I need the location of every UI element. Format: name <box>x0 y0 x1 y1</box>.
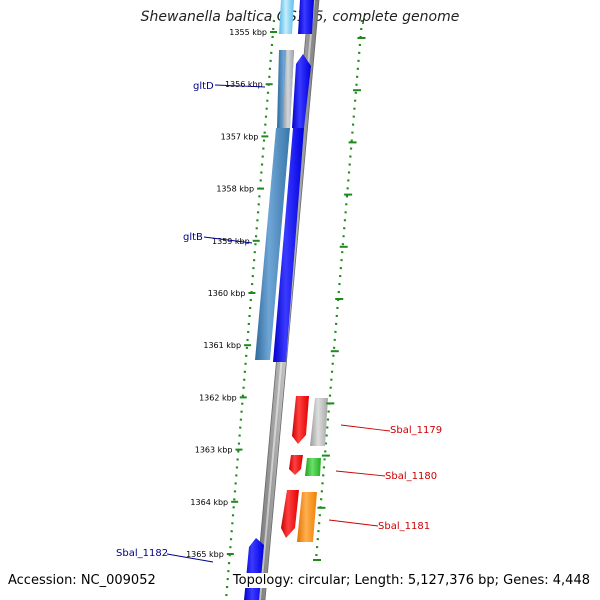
cds-feature-sbal1179-red <box>292 396 309 444</box>
genome-summary: Topology: circular; Length: 5,127,376 bp… <box>232 573 590 588</box>
cds-feature-sbal1181-orange <box>297 492 317 542</box>
cds-feature-gltB-steel <box>255 128 290 360</box>
cds-feature-top-light <box>279 0 294 34</box>
forward-gene-labels: gltD gltB Sbal_1182 <box>116 81 266 563</box>
tick-label: 1364 kbp <box>190 498 228 507</box>
gene-label-sbal1182: Sbal_1182 <box>116 548 168 559</box>
cds-feature-sbal1179-grey <box>310 398 328 446</box>
tick-label: 1359 kbp <box>212 237 250 246</box>
tick-label: 1357 kbp <box>221 132 259 141</box>
cds-feature-gltD-grey <box>283 50 294 128</box>
tick-label: 1358 kbp <box>216 185 254 194</box>
cds-feature-gltD-blue <box>292 54 311 128</box>
tick-label: 1360 kbp <box>208 289 246 298</box>
gene-label-gltD: gltD <box>193 81 214 92</box>
tick-label: 1365 kbp <box>186 550 224 559</box>
tick-label: 1361 kbp <box>203 341 241 350</box>
outer-guide-ring <box>314 19 364 561</box>
cds-feature-top-blue <box>298 0 314 34</box>
gene-label-sbal1179: Sbal_1179 <box>390 425 442 436</box>
tick-label: 1363 kbp <box>195 446 233 455</box>
gene-label-gltB: gltB <box>183 232 203 243</box>
tick-label: 1362 kbp <box>199 393 237 402</box>
cds-feature-sbal1180-green <box>305 458 321 476</box>
tick-label: 1356 kbp <box>225 80 263 89</box>
cds-feature-gltB-blue <box>273 128 304 362</box>
tick-layer: 1355 kbp 1356 kbp 1357 kbp 1358 kbp 1359 kbp… <box>186 28 366 561</box>
inner-guide-ring <box>224 19 276 600</box>
cds-feature-sbal1181-red <box>281 490 299 538</box>
accession-label: Accession: NC_009052 <box>8 573 156 588</box>
tick-label: 1355 kbp <box>229 28 267 37</box>
gene-label-sbal1181: Sbal_1181 <box>378 521 430 532</box>
gene-label-sbal1180: Sbal_1180 <box>385 471 437 482</box>
reverse-gene-labels: Sbal_1179 Sbal_1180 Sbal_1181 <box>328 424 442 532</box>
cds-feature-sbal1180-red <box>289 455 303 475</box>
